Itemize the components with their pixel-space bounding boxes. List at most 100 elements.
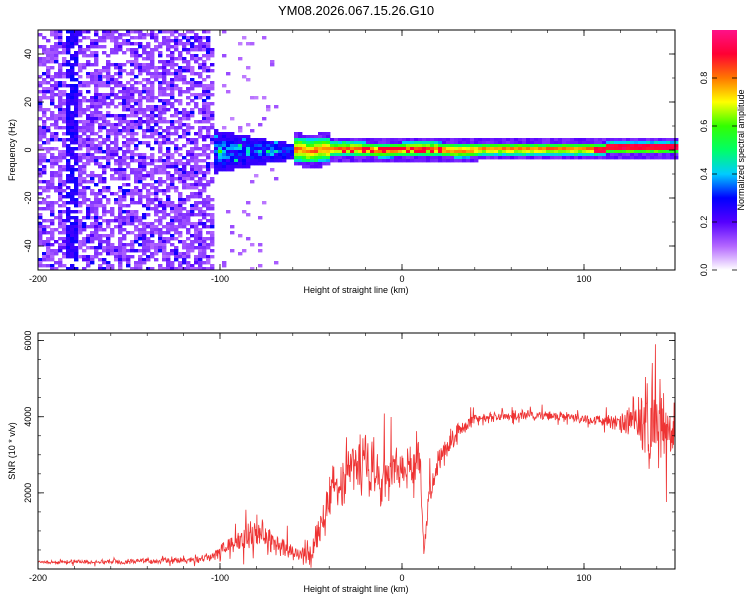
heatmap-cell	[622, 141, 627, 145]
heatmap-cell	[74, 87, 79, 91]
heatmap-cell	[562, 147, 567, 151]
heatmap-cell	[38, 261, 43, 265]
heatmap-cell	[74, 60, 79, 64]
heatmap-cell	[170, 45, 175, 49]
heatmap-cell	[118, 261, 123, 265]
heatmap-cell	[82, 180, 87, 184]
heatmap-cell	[54, 171, 59, 175]
heatmap-cell	[630, 147, 635, 151]
heatmap-cell	[82, 249, 87, 253]
heatmap-cell	[82, 81, 87, 85]
heatmap-cell	[118, 255, 123, 259]
heatmap-cell	[630, 156, 635, 160]
heatmap-cell	[46, 240, 51, 244]
heatmap-cell	[178, 231, 183, 235]
heatmap-cell	[618, 150, 623, 154]
heatmap-cell	[66, 60, 71, 64]
heatmap-cell	[86, 45, 91, 49]
heatmap-cell	[38, 234, 43, 238]
heatmap-cell	[558, 141, 563, 145]
heatmap-cell	[190, 48, 195, 52]
heatmap-cell	[194, 72, 199, 76]
heatmap-cell	[194, 231, 199, 235]
heatmap-cell	[202, 255, 207, 259]
heatmap-cell	[78, 45, 83, 49]
heatmap-cell	[158, 246, 163, 250]
heatmap-cell	[134, 120, 139, 124]
heatmap-cell	[154, 243, 159, 247]
heatmap-cell	[638, 141, 643, 145]
heatmap-cell	[126, 219, 131, 223]
heatmap-cell	[194, 45, 199, 49]
heatmap-cell	[74, 159, 79, 163]
heatmap-cell	[602, 141, 607, 145]
heatmap-cell	[202, 90, 207, 94]
heatmap-cell	[130, 63, 135, 67]
heatmap-cell	[174, 108, 179, 112]
heatmap-cell	[358, 153, 363, 157]
heatmap-cell	[78, 195, 83, 199]
heatmap-cell	[126, 72, 131, 76]
heatmap-cell	[38, 144, 43, 148]
heatmap-cell	[206, 162, 211, 166]
heatmap-cell	[162, 246, 167, 250]
heatmap-cell	[106, 132, 111, 136]
heatmap-cell	[666, 147, 671, 151]
heatmap-cell	[162, 243, 167, 247]
heatmap-cell	[322, 135, 327, 139]
heatmap-cell	[82, 255, 87, 259]
heatmap-cell	[218, 162, 223, 166]
heatmap-cell	[626, 147, 631, 151]
heatmap-cell	[194, 132, 199, 136]
heatmap-cell	[90, 153, 95, 157]
heatmap-cell	[150, 117, 155, 121]
heatmap-cell	[298, 132, 303, 136]
heatmap-cell	[154, 189, 159, 193]
heatmap-cell	[110, 219, 115, 223]
heatmap-cell	[126, 255, 131, 259]
heatmap-cell	[58, 243, 63, 247]
heatmap-cell	[190, 207, 195, 211]
heatmap-cell	[50, 45, 55, 49]
heatmap-cell	[146, 249, 151, 253]
heatmap-cell	[218, 159, 223, 163]
heatmap-cell	[194, 141, 199, 145]
heatmap-cell	[410, 144, 415, 148]
heatmap-cell	[466, 147, 471, 151]
heatmap-cell	[42, 57, 47, 61]
heatmap-cell	[122, 69, 127, 73]
heatmap-cell	[134, 177, 139, 181]
heatmap-cell	[86, 204, 91, 208]
heatmap-cell	[42, 93, 47, 97]
heatmap-cell	[62, 150, 67, 154]
heatmap-cell	[142, 165, 147, 169]
heatmap-cell	[66, 231, 71, 235]
heatmap-cell	[50, 93, 55, 97]
heatmap-cell	[190, 150, 195, 154]
heatmap-cell	[98, 69, 103, 73]
heatmap-cell	[162, 171, 167, 175]
heatmap-cell	[170, 114, 175, 118]
heatmap-cell	[206, 42, 211, 46]
heatmap-cell	[314, 156, 319, 160]
heatmap-cell	[394, 159, 399, 163]
heatmap-cell	[206, 246, 211, 250]
heatmap-cell	[70, 132, 75, 136]
heatmap-cell	[186, 177, 191, 181]
heatmap-cell	[210, 234, 215, 238]
heatmap-cell	[154, 195, 159, 199]
heatmap-cell	[322, 162, 327, 166]
heatmap-cell	[130, 108, 135, 112]
heatmap-cell	[38, 63, 43, 67]
heatmap-cell	[386, 138, 391, 142]
heatmap-cell	[270, 153, 275, 157]
heatmap-cell	[378, 138, 383, 142]
heatmap-cell	[402, 159, 407, 163]
heatmap-cell	[74, 72, 79, 76]
heatmap-cell	[70, 54, 75, 58]
heatmap-cell	[202, 213, 207, 217]
heatmap-cell	[470, 153, 475, 157]
heatmap-cell	[322, 141, 327, 145]
heatmap-cell	[350, 156, 355, 160]
heatmap-cell	[210, 141, 215, 145]
